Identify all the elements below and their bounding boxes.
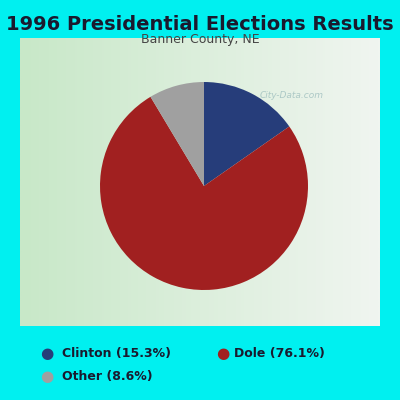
Text: Clinton (15.3%): Clinton (15.3%) (62, 348, 171, 360)
Text: Banner County, NE: Banner County, NE (141, 34, 259, 46)
Text: 1996 Presidential Elections Results: 1996 Presidential Elections Results (6, 14, 394, 34)
Text: ●: ● (216, 346, 229, 362)
Wedge shape (150, 82, 204, 186)
Text: City-Data.com: City-Data.com (260, 92, 324, 100)
Wedge shape (100, 97, 308, 290)
Text: Dole (76.1%): Dole (76.1%) (234, 348, 325, 360)
Text: Other (8.6%): Other (8.6%) (62, 370, 153, 383)
Text: ●: ● (40, 346, 53, 362)
Wedge shape (204, 82, 289, 186)
Text: ●: ● (40, 369, 53, 384)
